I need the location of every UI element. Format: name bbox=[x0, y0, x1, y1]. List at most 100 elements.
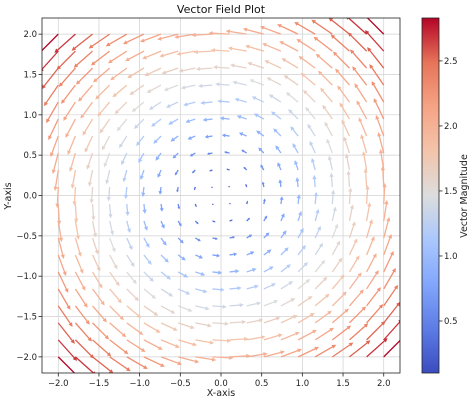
y-tick-label: 1.5 bbox=[23, 70, 37, 80]
vector-arrow bbox=[42, 33, 59, 52]
vector-arrow bbox=[88, 33, 111, 49]
vector-arrow bbox=[366, 18, 385, 35]
vector-arrow bbox=[211, 186, 213, 189]
vector-arrow bbox=[127, 67, 145, 79]
vector-arrow bbox=[383, 216, 391, 239]
vector-arrow bbox=[212, 287, 225, 292]
vector-arrow bbox=[219, 116, 230, 121]
vector-arrow bbox=[366, 321, 386, 341]
vector-arrow bbox=[337, 85, 350, 103]
vector-arrow bbox=[122, 169, 128, 183]
vector-arrow bbox=[361, 151, 368, 171]
vector-arrow bbox=[123, 186, 129, 200]
vector-arrow bbox=[57, 339, 78, 361]
vector-arrow bbox=[279, 196, 284, 205]
colorbar-tick-label: 2.5 bbox=[444, 57, 458, 67]
vector-arrow bbox=[246, 318, 264, 324]
vector-arrow bbox=[177, 254, 186, 261]
vector-arrow bbox=[189, 152, 196, 157]
vector-arrow bbox=[74, 220, 81, 240]
vector-arrow bbox=[349, 340, 371, 358]
vector-arrow bbox=[126, 288, 139, 302]
vector-arrow bbox=[151, 118, 162, 127]
vector-arrow bbox=[212, 65, 230, 70]
vector-arrow bbox=[74, 254, 84, 274]
vector-arrow bbox=[242, 27, 264, 35]
y-axis-label: Y-axis bbox=[3, 182, 14, 210]
vector-arrow bbox=[142, 50, 162, 60]
vector-arrow bbox=[42, 50, 59, 72]
vector-arrow bbox=[73, 50, 93, 68]
vector-arrow bbox=[314, 242, 323, 256]
vector-arrow bbox=[93, 67, 111, 83]
vector-arrow bbox=[246, 352, 268, 358]
vector-arrow bbox=[263, 299, 279, 307]
vector-arrow bbox=[303, 89, 316, 103]
vector-arrow bbox=[109, 339, 129, 355]
vector-arrow bbox=[161, 67, 179, 75]
vector-arrow bbox=[109, 237, 116, 253]
vector-arrow bbox=[212, 237, 218, 240]
vector-arrow bbox=[109, 322, 127, 338]
vector-arrow bbox=[126, 305, 142, 319]
y-tick-label: 1.0 bbox=[23, 111, 37, 121]
vector-arrow bbox=[280, 264, 291, 273]
vector-arrow bbox=[365, 219, 373, 239]
vector-arrow bbox=[178, 356, 200, 364]
vector-arrow bbox=[275, 145, 282, 154]
y-tick-label: 2.0 bbox=[23, 30, 37, 40]
vector-arrow bbox=[212, 253, 221, 258]
vector-arrow bbox=[143, 339, 163, 350]
vector-arrow bbox=[253, 113, 265, 120]
vector-arrow bbox=[383, 267, 396, 290]
vector-arrow bbox=[348, 255, 360, 273]
vector-arrow bbox=[195, 305, 210, 311]
vector-arrow bbox=[144, 67, 162, 76]
vector-arrow bbox=[174, 33, 196, 39]
vector-arrow bbox=[365, 202, 372, 222]
vector-arrow bbox=[297, 312, 315, 324]
vector-arrow bbox=[297, 261, 309, 273]
vector-arrow bbox=[174, 169, 179, 176]
vector-arrow bbox=[246, 284, 259, 290]
vector-arrow bbox=[121, 152, 128, 166]
vector-arrow bbox=[294, 160, 299, 171]
vector-arrow bbox=[329, 172, 334, 188]
vector-arrow bbox=[371, 81, 385, 103]
vector-arrow bbox=[348, 204, 355, 222]
vector-arrow bbox=[283, 75, 299, 86]
vector-arrow bbox=[331, 206, 337, 222]
vector-arrow bbox=[65, 118, 76, 138]
vector-arrow bbox=[177, 322, 195, 330]
vector-arrow bbox=[238, 132, 247, 137]
vector-arrow bbox=[383, 233, 392, 256]
vector-arrow bbox=[348, 221, 356, 239]
vector-arrow bbox=[280, 247, 289, 256]
vector-arrow bbox=[236, 115, 247, 120]
x-tick-label: 2.0 bbox=[377, 379, 391, 389]
vector-arrow bbox=[263, 198, 266, 205]
vector-arrow bbox=[314, 225, 321, 239]
vector-arrow bbox=[202, 117, 213, 122]
vector-arrow bbox=[243, 166, 248, 171]
vector-arrow bbox=[70, 169, 77, 189]
vector-arrow bbox=[180, 84, 196, 90]
vector-arrow bbox=[294, 21, 316, 35]
vector-arrow bbox=[195, 322, 212, 328]
vector-arrow bbox=[122, 33, 145, 45]
vector-arrow bbox=[363, 168, 368, 188]
vector-arrow bbox=[300, 72, 316, 86]
vector-arrow bbox=[331, 308, 349, 324]
vector-arrow bbox=[263, 266, 274, 273]
vector-arrow bbox=[348, 187, 353, 205]
vector-arrow bbox=[210, 48, 230, 53]
vector-arrow bbox=[146, 84, 162, 93]
vector-arrow bbox=[209, 169, 213, 172]
vector-arrow bbox=[279, 41, 299, 52]
vector-arrows bbox=[42, 18, 400, 373]
vector-arrow bbox=[125, 50, 145, 62]
vector-arrow bbox=[74, 237, 82, 257]
vector-arrow bbox=[348, 272, 362, 290]
vector-arrow bbox=[109, 254, 118, 270]
vector-arrow bbox=[212, 220, 216, 223]
